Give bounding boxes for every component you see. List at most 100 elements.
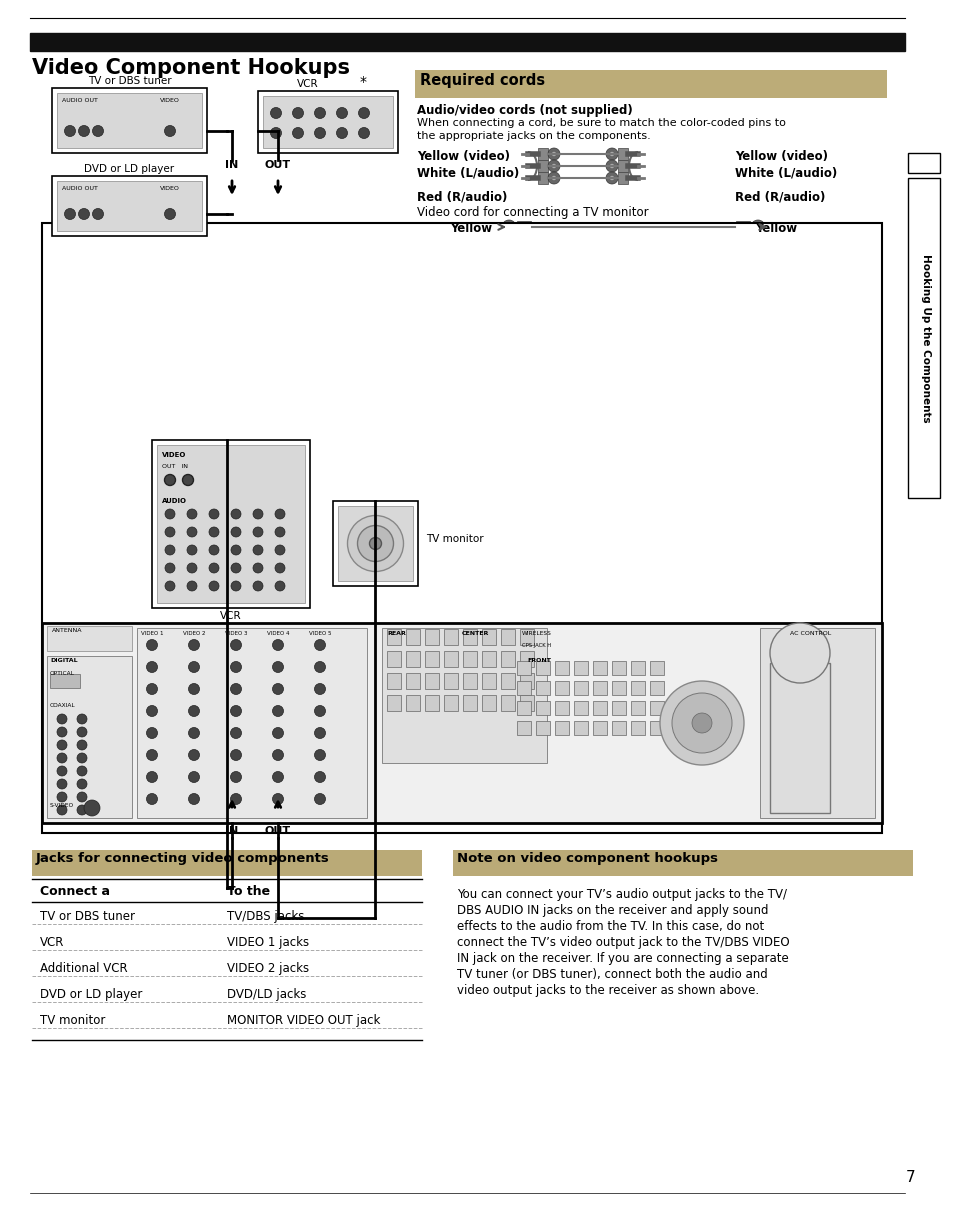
Text: VIDEO 3: VIDEO 3 — [225, 631, 247, 636]
Circle shape — [671, 693, 731, 753]
Bar — [517, 721, 531, 736]
Circle shape — [77, 766, 87, 776]
Circle shape — [293, 128, 303, 139]
Bar — [517, 682, 531, 695]
Text: DVD/LD jacks: DVD/LD jacks — [227, 989, 306, 1001]
Circle shape — [314, 727, 325, 738]
Text: Connect a: Connect a — [40, 885, 110, 898]
Bar — [137, 628, 367, 818]
Text: COAXIAL: COAXIAL — [50, 702, 75, 709]
Text: VIDEO 5: VIDEO 5 — [309, 631, 331, 636]
Text: DIGITAL: DIGITAL — [50, 658, 77, 663]
Bar — [462, 695, 476, 711]
Circle shape — [358, 108, 369, 118]
Circle shape — [78, 209, 90, 220]
Circle shape — [187, 545, 196, 555]
Circle shape — [314, 793, 325, 804]
Bar — [537, 160, 547, 172]
Text: *: * — [359, 75, 366, 88]
Circle shape — [750, 220, 764, 235]
Bar — [593, 661, 606, 675]
Bar — [907, 178, 939, 499]
Circle shape — [347, 516, 403, 571]
Circle shape — [189, 684, 199, 695]
Circle shape — [273, 706, 283, 716]
Circle shape — [547, 149, 559, 160]
Bar — [612, 661, 625, 675]
Bar — [593, 701, 606, 715]
Circle shape — [314, 662, 325, 673]
Bar — [649, 661, 663, 675]
Circle shape — [165, 581, 174, 591]
Text: VIDEO 1 jacks: VIDEO 1 jacks — [227, 936, 309, 949]
Text: AUDIO OUT: AUDIO OUT — [62, 185, 98, 192]
Circle shape — [165, 562, 174, 573]
Bar — [536, 701, 550, 715]
Circle shape — [605, 160, 618, 172]
Circle shape — [314, 640, 325, 651]
Circle shape — [147, 706, 157, 716]
Circle shape — [189, 727, 199, 738]
Circle shape — [165, 527, 174, 537]
Circle shape — [77, 753, 87, 763]
Bar — [500, 673, 515, 689]
Bar — [630, 682, 644, 695]
Circle shape — [357, 526, 393, 561]
Bar — [50, 674, 80, 688]
Circle shape — [253, 581, 263, 591]
Bar — [406, 695, 419, 711]
Bar — [649, 682, 663, 695]
Circle shape — [187, 527, 196, 537]
Text: FRONT: FRONT — [526, 658, 550, 663]
Circle shape — [605, 149, 618, 160]
Circle shape — [209, 527, 219, 537]
Text: IN: IN — [225, 160, 238, 169]
Text: ANTENNA: ANTENNA — [52, 628, 82, 632]
Bar — [443, 651, 457, 667]
Text: Yellow: Yellow — [754, 222, 797, 235]
Bar — [462, 673, 476, 689]
Bar — [57, 181, 202, 231]
Bar — [519, 651, 534, 667]
Circle shape — [336, 128, 347, 139]
Circle shape — [547, 172, 559, 184]
Text: Yellow: Yellow — [450, 222, 492, 235]
Circle shape — [57, 713, 67, 725]
Circle shape — [231, 581, 241, 591]
Text: VIDEO 2 jacks: VIDEO 2 jacks — [227, 962, 309, 975]
Circle shape — [209, 581, 219, 591]
Text: Red (R/audio): Red (R/audio) — [734, 190, 824, 203]
Bar — [500, 651, 515, 667]
Bar — [333, 501, 417, 586]
Text: AUDIO OUT: AUDIO OUT — [62, 98, 98, 103]
Circle shape — [253, 562, 263, 573]
Circle shape — [187, 508, 196, 519]
Bar — [32, 850, 421, 876]
Circle shape — [164, 209, 175, 220]
Circle shape — [147, 662, 157, 673]
Circle shape — [57, 753, 67, 763]
Text: TV tuner (or DBS tuner), connect both the audio and: TV tuner (or DBS tuner), connect both th… — [456, 968, 767, 981]
Text: VCR: VCR — [297, 79, 318, 88]
Circle shape — [314, 684, 325, 695]
Circle shape — [314, 771, 325, 782]
Circle shape — [314, 706, 325, 716]
Circle shape — [147, 727, 157, 738]
Circle shape — [147, 749, 157, 760]
Bar — [42, 623, 882, 823]
Circle shape — [293, 108, 303, 118]
Text: MONITOR VIDEO OUT jack: MONITOR VIDEO OUT jack — [227, 1014, 380, 1027]
Circle shape — [187, 581, 196, 591]
Text: Yellow (video): Yellow (video) — [734, 150, 827, 163]
Text: REAR: REAR — [387, 631, 405, 636]
Circle shape — [231, 662, 241, 673]
Bar — [500, 695, 515, 711]
Bar — [481, 673, 496, 689]
Circle shape — [231, 527, 241, 537]
Text: video output jacks to the receiver as shown above.: video output jacks to the receiver as sh… — [456, 984, 759, 997]
Circle shape — [253, 545, 263, 555]
Circle shape — [659, 682, 743, 765]
Circle shape — [605, 172, 618, 184]
Bar — [32, 850, 421, 876]
Bar — [555, 701, 568, 715]
